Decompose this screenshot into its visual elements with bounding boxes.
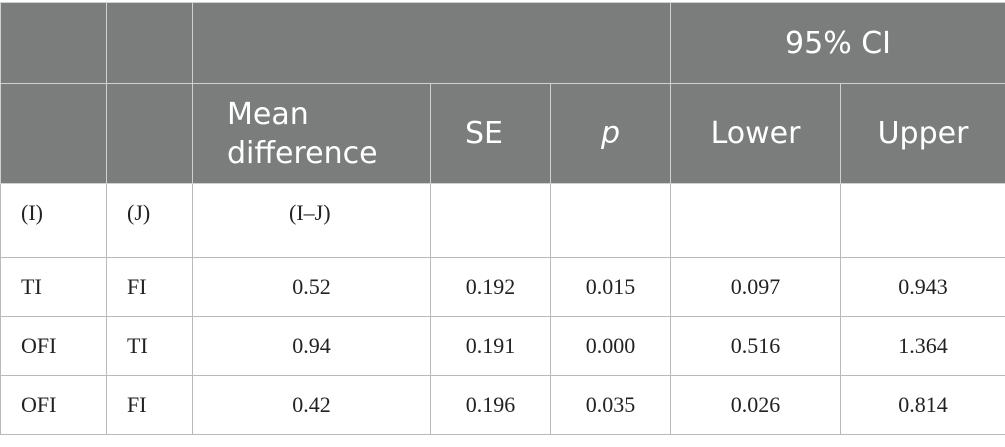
j-label: (J) <box>106 183 193 258</box>
i-label: (I) <box>0 183 107 258</box>
cell-j: TI <box>106 316 193 376</box>
cell-upper: 0.814 <box>840 375 1005 435</box>
cell-mean-diff: 0.52 <box>192 257 431 317</box>
ci-group-header: 95% CI <box>670 2 1005 84</box>
header-empty-cell <box>0 2 107 84</box>
p-header: p <box>549 83 672 184</box>
cell-j: FI <box>106 257 193 317</box>
se-header: SE <box>430 83 551 184</box>
header-empty-cell <box>106 2 193 84</box>
cell-se: 0.191 <box>430 316 551 376</box>
empty-cell <box>430 183 551 258</box>
cell-p: 0.015 <box>549 257 672 317</box>
cell-lower: 0.516 <box>670 316 842 376</box>
cell-i: OFI <box>0 316 107 376</box>
cell-p: 0.000 <box>549 316 672 376</box>
empty-cell <box>670 183 842 258</box>
empty-cell <box>840 183 1005 258</box>
subheader-row: (I) (J) (I–J) <box>0 183 1005 258</box>
cell-se: 0.192 <box>430 257 551 317</box>
header-empty-span <box>191 2 672 84</box>
cell-se: 0.196 <box>430 375 551 435</box>
table-row: OFI FI 0.42 0.196 0.035 0.026 0.814 <box>0 375 1005 435</box>
table-row: OFI TI 0.94 0.191 0.000 0.516 1.364 <box>0 316 1005 376</box>
cell-p: 0.035 <box>549 375 672 435</box>
cell-upper: 0.943 <box>840 257 1005 317</box>
header-row-group: 95% CI <box>0 2 1005 84</box>
header-empty-cell <box>0 83 107 184</box>
ij-label: (I–J) <box>192 183 431 258</box>
cell-lower: 0.097 <box>670 257 842 317</box>
cell-upper: 1.364 <box>840 316 1005 376</box>
table-row: TI FI 0.52 0.192 0.015 0.097 0.943 <box>0 257 1005 317</box>
upper-header: Upper <box>840 83 1005 184</box>
mean-difference-header: Mean difference <box>192 83 431 184</box>
cell-j: FI <box>106 375 193 435</box>
cell-i: OFI <box>0 375 107 435</box>
cell-mean-diff: 0.42 <box>192 375 431 435</box>
empty-cell <box>549 183 672 258</box>
cell-mean-diff: 0.94 <box>192 316 431 376</box>
cell-lower: 0.026 <box>670 375 842 435</box>
cell-i: TI <box>0 257 107 317</box>
comparison-table: 95% CI Mean difference SE p Lower Upper … <box>0 2 1005 435</box>
header-row-columns: Mean difference SE p Lower Upper <box>0 83 1005 184</box>
lower-header: Lower <box>670 83 842 184</box>
header-empty-cell <box>106 83 193 184</box>
